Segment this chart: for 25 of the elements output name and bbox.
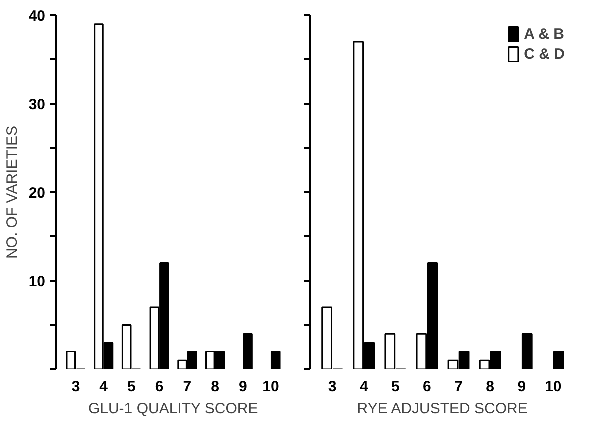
x-tick-label: 5 [128, 378, 136, 396]
y-tick-label: 20 [28, 185, 46, 202]
x-axis-title: GLU-1 QUALITY SCORE [88, 400, 258, 418]
x-tick-label: 8 [486, 378, 494, 396]
x-tick-label: 9 [518, 378, 526, 396]
x-tick-label: 4 [100, 378, 109, 396]
x-tick-label: 5 [392, 378, 400, 396]
x-tick-label: 7 [454, 378, 463, 396]
x-tick-label: 6 [155, 378, 164, 396]
y-tick-label: 40 [28, 8, 46, 25]
legend-label: C & D [524, 46, 565, 62]
x-tick-label: 10 [262, 378, 280, 396]
x-tick-label: 3 [72, 378, 80, 396]
x-tick-label: 10 [545, 378, 562, 396]
x-tick-label: 3 [328, 378, 337, 396]
x-axis-title: RYE ADJUSTED SCORE [357, 400, 528, 418]
y-tick-label: 30 [28, 96, 46, 114]
x-tick-label: 7 [183, 378, 192, 396]
y-axis-title: NO. OF VARIETIES [4, 126, 21, 260]
x-tick-label: 6 [423, 378, 432, 396]
x-tick-label: 9 [238, 378, 248, 396]
y-tick-label: 10 [28, 274, 46, 290]
x-tick-label: 8 [211, 378, 220, 396]
x-tick-label: 4 [360, 378, 369, 396]
legend-label: A & B [524, 26, 564, 42]
